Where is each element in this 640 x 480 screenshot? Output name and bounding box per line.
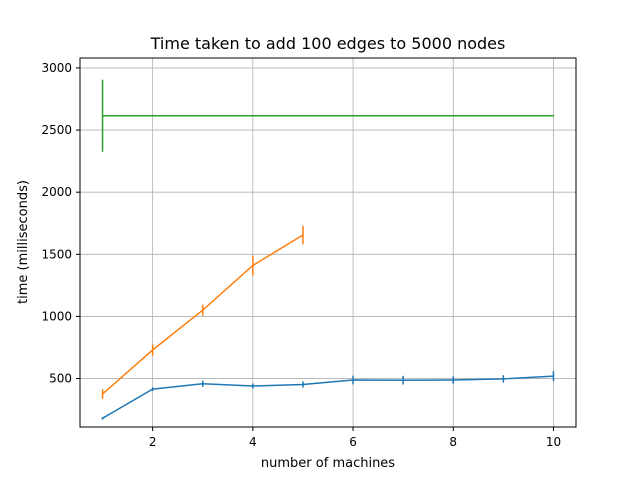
y-tick-label: 2500 bbox=[41, 123, 72, 137]
data-point bbox=[552, 114, 555, 117]
x-tick-label: 2 bbox=[149, 435, 157, 449]
data-point bbox=[402, 379, 404, 381]
x-tick-label: 10 bbox=[546, 435, 561, 449]
data-point bbox=[201, 309, 204, 312]
data-point bbox=[302, 234, 304, 236]
data-point bbox=[101, 417, 104, 420]
data-point bbox=[101, 114, 104, 117]
data-point bbox=[302, 383, 304, 386]
series-2 bbox=[101, 225, 304, 400]
series-3 bbox=[101, 79, 555, 152]
x-tick-label: 6 bbox=[349, 435, 357, 449]
data-point bbox=[452, 379, 455, 381]
x-tick-label: 4 bbox=[249, 435, 257, 449]
series-layer bbox=[101, 79, 555, 420]
data-point bbox=[201, 382, 204, 385]
data-point bbox=[352, 379, 354, 381]
x-tick-label: 8 bbox=[449, 435, 457, 449]
series-1 bbox=[101, 371, 555, 420]
data-point bbox=[151, 349, 154, 351]
y-tick-label: 2000 bbox=[41, 185, 72, 199]
data-point bbox=[151, 388, 154, 390]
x-axis-label: number of machines bbox=[261, 456, 395, 471]
data-point bbox=[101, 393, 104, 395]
y-tick-label: 1000 bbox=[41, 309, 72, 323]
plot-frame bbox=[79, 57, 577, 428]
gridlines bbox=[80, 58, 576, 427]
data-point bbox=[252, 264, 254, 267]
data-point bbox=[502, 378, 505, 380]
series-line bbox=[102, 375, 554, 419]
y-axis-label: time (milliseconds) bbox=[16, 180, 31, 304]
y-tick-label: 1500 bbox=[41, 247, 72, 261]
data-point bbox=[252, 385, 254, 387]
y-tick-label: 3000 bbox=[41, 61, 72, 75]
ticks: 2 4 6 8 10 500 1000 1500 2000 2500 3000 bbox=[41, 61, 561, 449]
chart-title: Time taken to add 100 edges to 5000 node… bbox=[150, 34, 506, 53]
data-point bbox=[552, 375, 555, 377]
y-tick-label: 500 bbox=[49, 372, 72, 386]
